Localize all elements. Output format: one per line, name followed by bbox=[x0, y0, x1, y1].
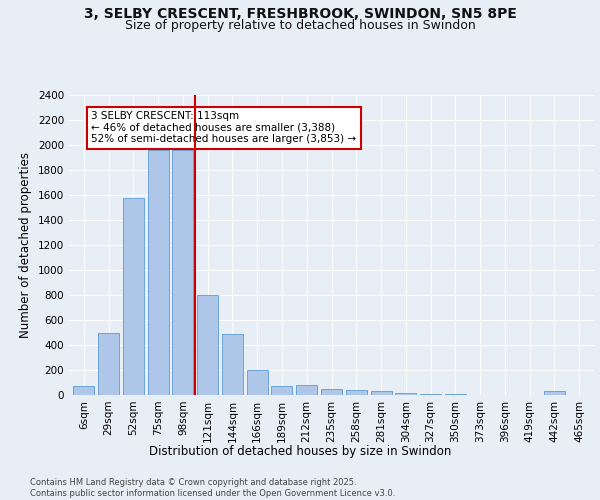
Bar bbox=[172, 150, 193, 395]
Bar bbox=[197, 295, 218, 395]
Bar bbox=[346, 390, 367, 395]
Text: Contains HM Land Registry data © Crown copyright and database right 2025.
Contai: Contains HM Land Registry data © Crown c… bbox=[30, 478, 395, 498]
Bar bbox=[73, 386, 94, 395]
Bar bbox=[271, 386, 292, 395]
Bar bbox=[148, 150, 169, 395]
Bar bbox=[544, 391, 565, 395]
Bar bbox=[296, 385, 317, 395]
Y-axis label: Number of detached properties: Number of detached properties bbox=[19, 152, 32, 338]
Text: Distribution of detached houses by size in Swindon: Distribution of detached houses by size … bbox=[149, 444, 451, 458]
Bar bbox=[321, 389, 342, 395]
Text: 3, SELBY CRESCENT, FRESHBROOK, SWINDON, SN5 8PE: 3, SELBY CRESCENT, FRESHBROOK, SWINDON, … bbox=[83, 8, 517, 22]
Bar bbox=[222, 334, 243, 395]
Bar bbox=[445, 394, 466, 395]
Bar bbox=[123, 198, 144, 395]
Bar bbox=[395, 393, 416, 395]
Text: 3 SELBY CRESCENT: 113sqm
← 46% of detached houses are smaller (3,388)
52% of sem: 3 SELBY CRESCENT: 113sqm ← 46% of detach… bbox=[91, 112, 356, 144]
Bar bbox=[247, 370, 268, 395]
Bar bbox=[420, 394, 441, 395]
Bar bbox=[98, 332, 119, 395]
Text: Size of property relative to detached houses in Swindon: Size of property relative to detached ho… bbox=[125, 18, 475, 32]
Bar bbox=[371, 391, 392, 395]
